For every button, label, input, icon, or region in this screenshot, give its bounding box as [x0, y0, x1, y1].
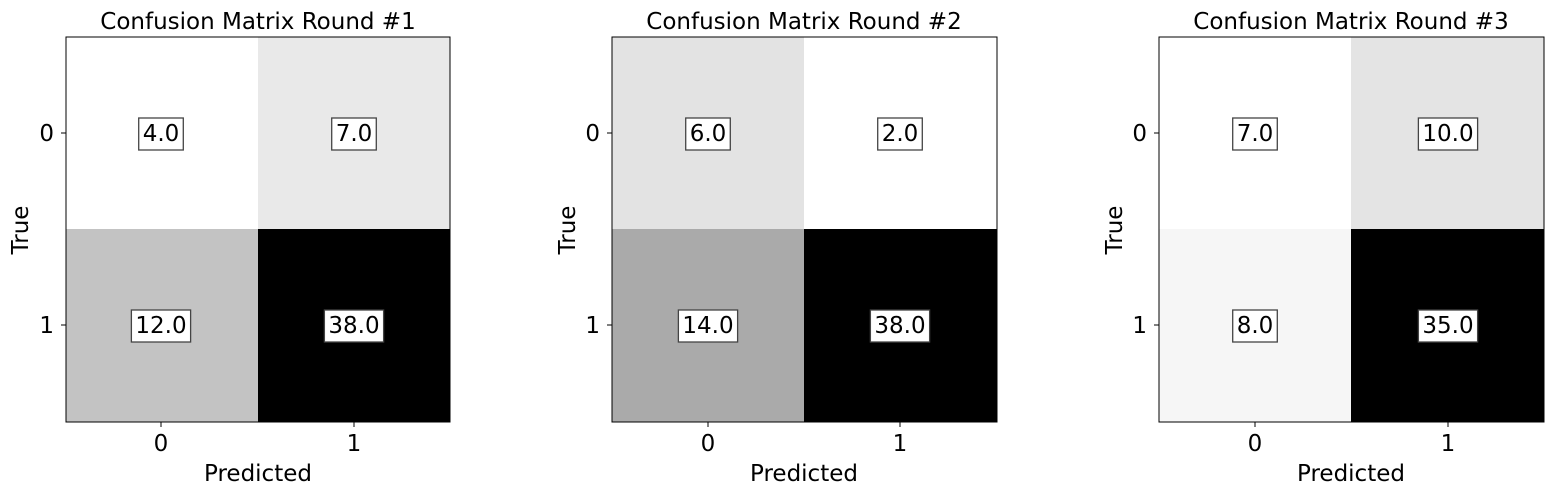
x-tick-label-1-0: 0 [154, 431, 169, 457]
value-label-3-1-0: 8.0 [1237, 313, 1274, 339]
y-tick-label-2-1: 1 [585, 313, 600, 339]
y-tick-label-3-1: 1 [1132, 313, 1147, 339]
confusion-matrix-panel-3: Confusion Matrix Round #3 7.0 10.0 8.0 3… [1102, 9, 1544, 487]
value-label-1-0-1: 7.0 [336, 121, 373, 147]
x-tick-label-1-1: 1 [347, 431, 362, 457]
value-label-1-1-0: 12.0 [135, 313, 186, 339]
value-label-3-0-0: 7.0 [1237, 121, 1274, 147]
value-label-2-0-0: 6.0 [690, 121, 727, 147]
x-tick-label-3-0: 0 [1248, 431, 1263, 457]
value-label-3-0-1: 10.0 [1422, 121, 1473, 147]
y-tick-label-2-0: 0 [585, 121, 600, 147]
value-label-2-1-1: 38.0 [874, 313, 925, 339]
x-tick-label-2-0: 0 [701, 431, 716, 457]
chart-title-1: Confusion Matrix Round #1 [100, 9, 415, 35]
chart-title-3: Confusion Matrix Round #3 [1193, 9, 1508, 35]
confusion-matrix-panel-2: Confusion Matrix Round #2 6.0 2.0 14.0 3… [555, 9, 997, 487]
y-axis-label-1: True [8, 206, 34, 256]
y-axis-label-2: True [555, 206, 581, 256]
x-axis-label-3: Predicted [1297, 461, 1405, 487]
value-label-1-1-1: 38.0 [328, 313, 379, 339]
y-tick-label-3-0: 0 [1132, 121, 1147, 147]
value-label-3-1-1: 35.0 [1422, 313, 1473, 339]
x-axis-label-1: Predicted [204, 461, 312, 487]
y-tick-label-1-0: 0 [39, 121, 54, 147]
y-tick-label-1-1: 1 [39, 313, 54, 339]
y-axis-label-3: True [1102, 206, 1128, 256]
value-label-2-0-1: 2.0 [882, 121, 919, 147]
x-axis-label-2: Predicted [750, 461, 858, 487]
value-label-2-1-0: 14.0 [682, 313, 733, 339]
x-tick-label-3-1: 1 [1441, 431, 1456, 457]
x-tick-label-2-1: 1 [893, 431, 908, 457]
confusion-matrix-panel-1: Confusion Matrix Round #1 4.0 7.0 12.0 3… [8, 9, 450, 487]
chart-title-2: Confusion Matrix Round #2 [646, 9, 961, 35]
value-label-1-0-0: 4.0 [143, 121, 180, 147]
